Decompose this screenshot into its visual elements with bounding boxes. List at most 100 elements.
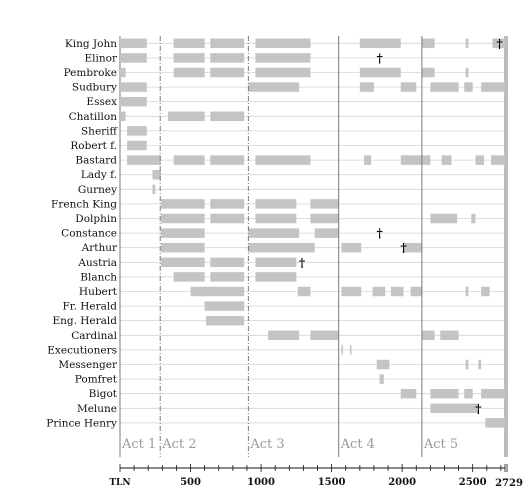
character-label: Chatillon [69, 111, 118, 123]
presence-bar [127, 155, 161, 165]
death-marker: † [376, 51, 382, 65]
character-label: King John [65, 38, 117, 50]
act-label: Act 3 [249, 437, 284, 452]
presence-bar [364, 155, 372, 165]
tick-label: 1500 [318, 477, 346, 488]
presence-bar [421, 67, 435, 78]
presence-bar [440, 330, 459, 341]
presence-bar [471, 213, 476, 224]
presence-bar [120, 82, 147, 92]
death-marker: † [400, 241, 406, 255]
presence-bar [152, 169, 161, 180]
presence-bar [464, 82, 473, 92]
character-label: Pembroke [64, 67, 117, 79]
presence-bar [475, 155, 484, 165]
presence-bar [248, 228, 300, 238]
tick-label: 500 [180, 477, 201, 488]
character-label: Prince Henry [46, 417, 117, 429]
act-label: Act 1 [121, 437, 156, 452]
character-label: Essex [86, 96, 117, 108]
character-label: Eng. Herald [52, 315, 117, 327]
presence-bar [478, 359, 482, 370]
act-label: Act 5 [423, 437, 458, 452]
presence-bar [120, 53, 147, 63]
presence-bar [206, 315, 245, 326]
presence-bar [400, 155, 422, 165]
character-label: Bastard [75, 155, 117, 167]
presence-bar [268, 330, 300, 341]
presence-bar [372, 286, 386, 297]
character-label: Pomfret [75, 374, 118, 386]
presence-bar [204, 301, 245, 311]
presence-bar [255, 155, 311, 165]
presence-bar [210, 111, 245, 122]
presence-bar [310, 330, 339, 341]
character-label: Gurney [78, 184, 117, 196]
presence-bar [359, 67, 401, 78]
presence-bar [485, 418, 505, 428]
act-label: Act 2 [161, 437, 196, 452]
character-label: Constance [61, 228, 117, 240]
presence-bar [421, 155, 431, 165]
character-label: Elinor [85, 52, 118, 64]
presence-bar [379, 374, 384, 384]
death-marker: † [299, 256, 305, 270]
tln-axis: TLN 2729 500 1000 1500 2000 2500 [109, 464, 523, 489]
presence-bar [160, 242, 205, 253]
presence-bar [410, 286, 422, 297]
character-labels: King John Elinor Pembroke Sudbury Essex Chati… [46, 38, 118, 430]
presence-bar [127, 140, 147, 151]
character-label: Arthur [81, 242, 118, 254]
death-marker: † [376, 227, 382, 241]
presence-bar [310, 213, 339, 224]
presence-bar [359, 38, 401, 49]
character-label: Lady f. [81, 169, 117, 181]
presence-bar [210, 155, 245, 165]
character-label: Melune [77, 403, 117, 415]
presence-bar [120, 38, 147, 49]
presence-bar [173, 155, 205, 165]
presence-bar [173, 67, 205, 78]
presence-bar [430, 82, 459, 92]
death-marker: † [475, 402, 481, 416]
character-label: Sudbury [72, 82, 117, 94]
presence-bar [248, 242, 315, 253]
presence-bar [120, 67, 126, 78]
tick-label: 1000 [247, 477, 275, 488]
character-label: Fr. Herald [62, 301, 117, 313]
tick-label: 2000 [388, 477, 416, 488]
character-label: Blanch [80, 271, 117, 283]
presence-bar [255, 272, 297, 282]
presence-bar [359, 82, 374, 92]
tick-label: 2500 [459, 477, 487, 488]
presence-bar [167, 111, 205, 122]
presence-bar [481, 388, 505, 399]
presence-bar [297, 286, 311, 297]
character-label: Dolphin [75, 213, 117, 225]
presence-bar [173, 272, 205, 282]
character-label: Executioners [47, 344, 117, 356]
presence-bar [403, 242, 422, 253]
act-label: Act 4 [340, 437, 375, 452]
presence-bar [152, 184, 156, 195]
presence-bar [120, 111, 126, 122]
presence-bar [248, 82, 300, 92]
act-dividers: Act 1 Act 2 Act 3 Act 4 Act 5 [121, 36, 458, 457]
presence-bar [210, 213, 245, 224]
presence-bar [173, 53, 205, 63]
presence-bar [255, 199, 297, 209]
presence-bar [481, 82, 505, 92]
presence-bar [400, 388, 417, 399]
character-label: French King [51, 198, 117, 210]
character-label: Austria [77, 257, 117, 269]
presence-bar [255, 213, 297, 224]
presence-bar [160, 199, 205, 209]
presence-bar [341, 345, 343, 355]
presence-bar [314, 228, 339, 238]
presence-bar [210, 199, 245, 209]
presence-bar [190, 286, 245, 297]
presence-bar [310, 199, 339, 209]
presence-bar [210, 53, 245, 63]
presence-bar [255, 67, 311, 78]
x-axis-end-label: 2729 [495, 478, 523, 489]
